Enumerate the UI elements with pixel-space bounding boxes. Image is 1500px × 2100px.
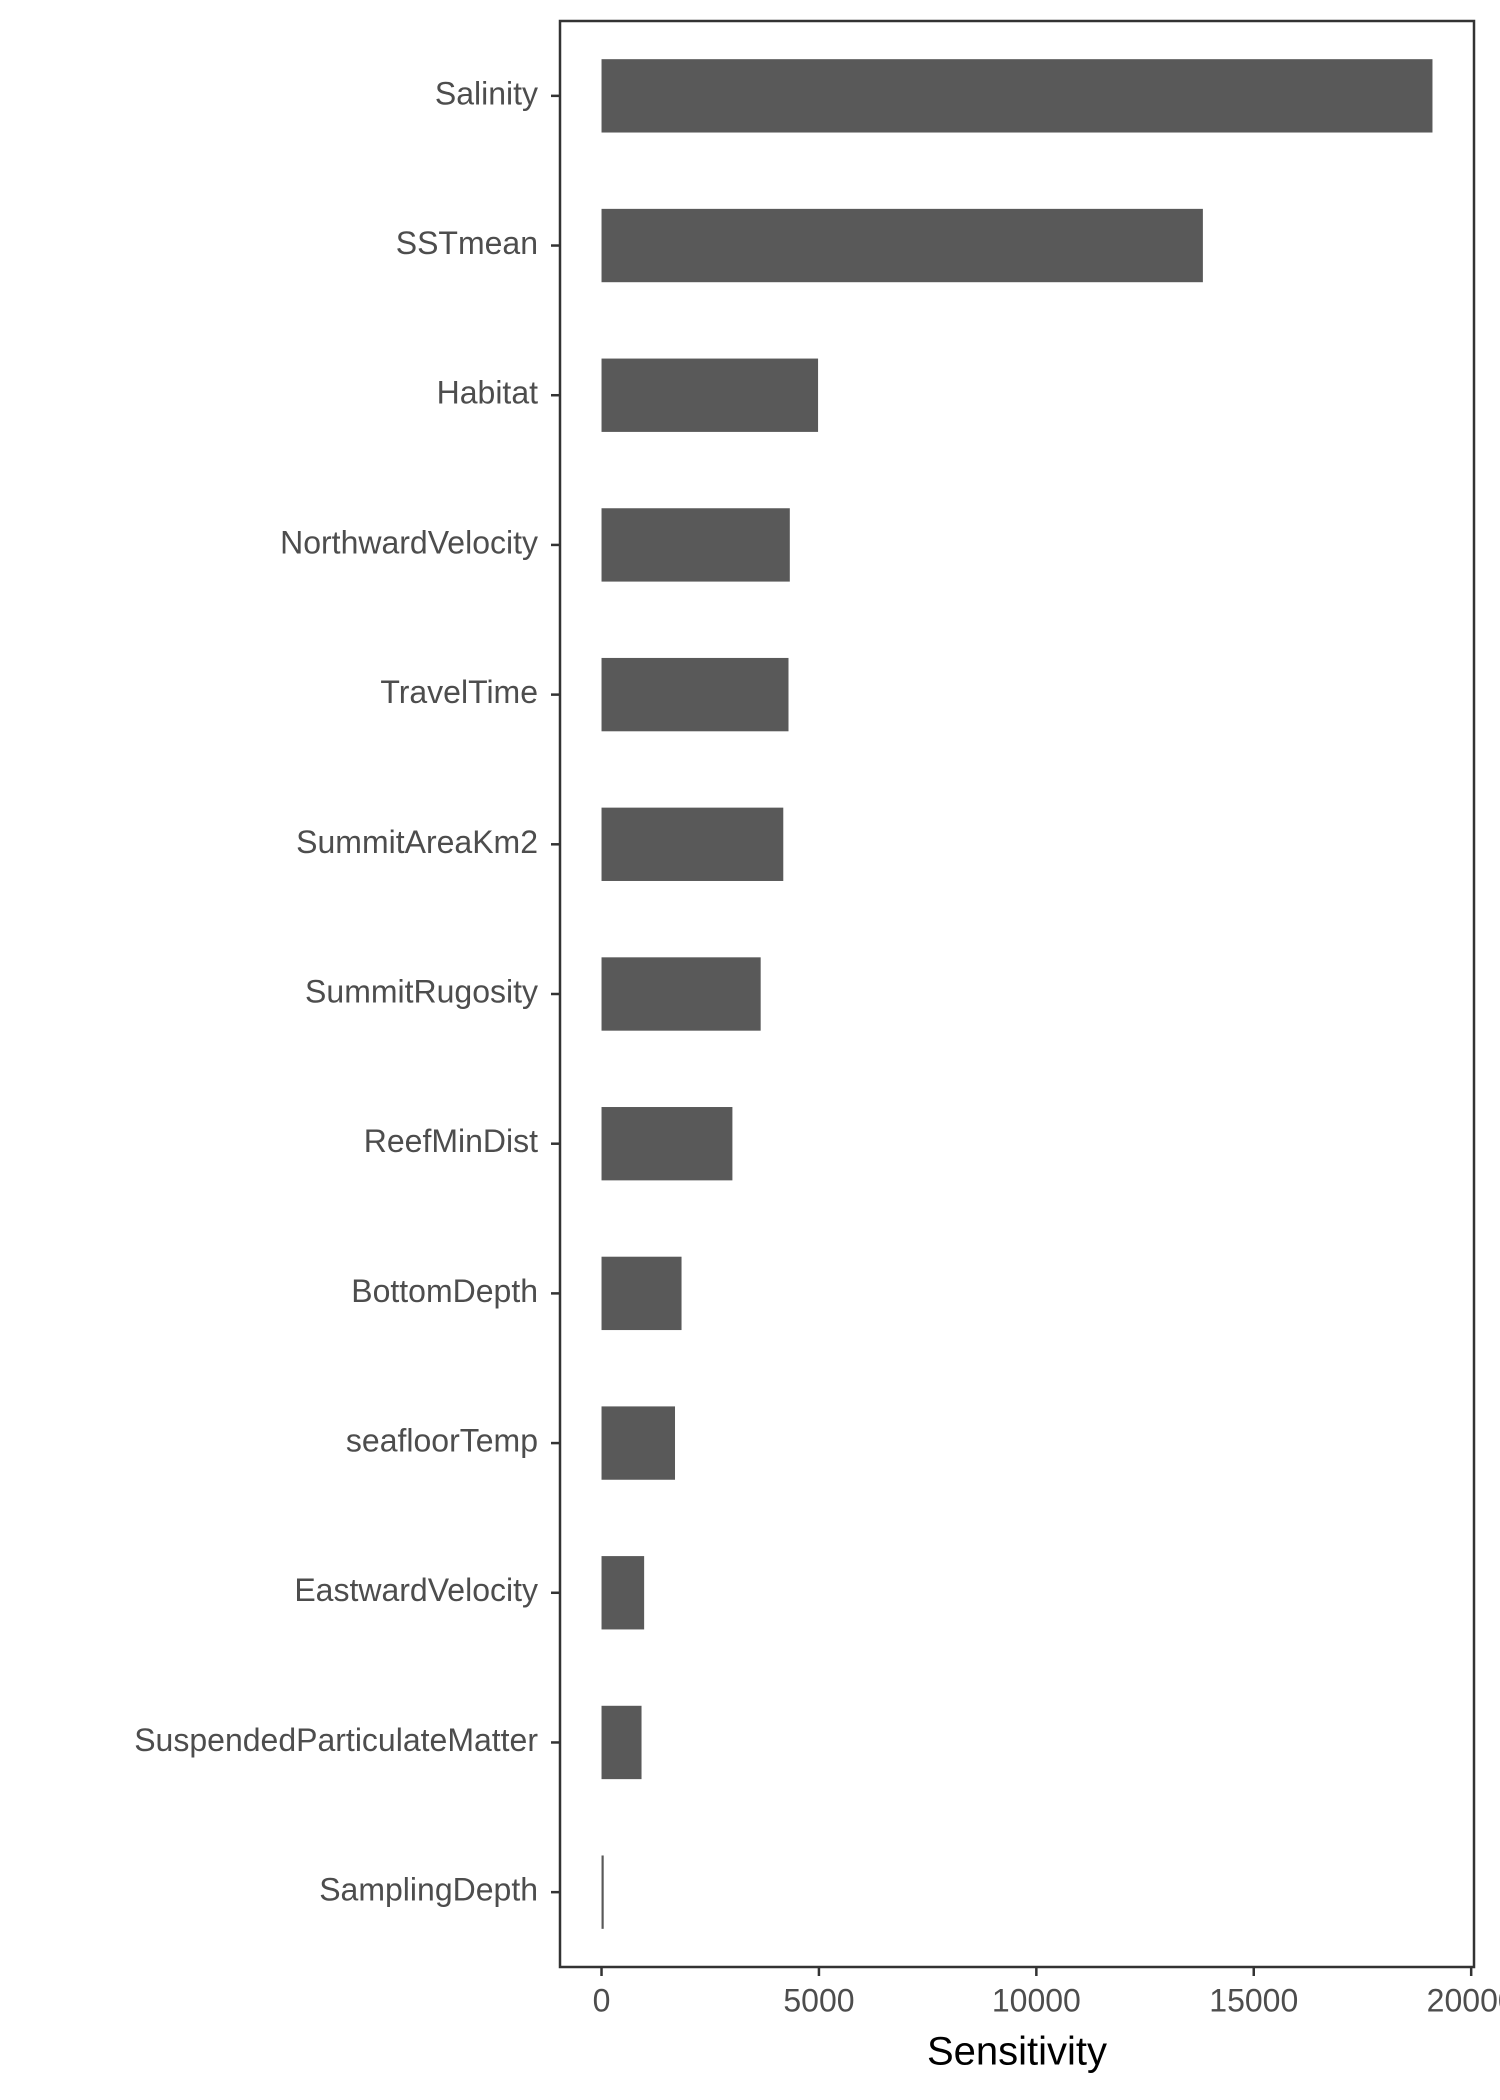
y-tick-label: SuspendedParticulateMatter — [134, 1722, 538, 1758]
bar — [601, 358, 819, 432]
bar — [601, 508, 790, 582]
y-tick-label: SummitRugosity — [305, 973, 538, 1009]
x-tick-label: 10000 — [992, 1982, 1081, 2018]
y-tick-label: SSTmean — [396, 225, 538, 261]
y-tick-label: ReefMinDist — [364, 1123, 538, 1159]
bar — [601, 1406, 676, 1480]
bar — [601, 1705, 642, 1780]
bar — [601, 957, 761, 1031]
y-tick-label: Salinity — [435, 75, 538, 111]
x-tick-label: 0 — [593, 1982, 611, 2018]
bar — [601, 208, 1203, 283]
y-tick-label: Habitat — [437, 375, 539, 411]
bar — [601, 657, 789, 732]
bar — [601, 807, 784, 881]
bar — [601, 1855, 604, 1929]
x-tick-label: 5000 — [783, 1982, 854, 2018]
y-tick-label: EastwardVelocity — [294, 1572, 538, 1608]
y-tick-label: seafloorTemp — [346, 1423, 538, 1459]
bar — [601, 59, 1433, 133]
bar — [601, 1556, 645, 1630]
y-tick-label: NorthwardVelocity — [280, 524, 538, 560]
y-tick-label: SummitAreaKm2 — [296, 824, 538, 860]
x-tick-label: 15000 — [1209, 1982, 1298, 2018]
x-axis-title: Sensitivity — [927, 2030, 1107, 2074]
y-tick-label: SamplingDepth — [319, 1872, 538, 1908]
bar — [601, 1256, 682, 1331]
bar — [601, 1107, 733, 1181]
y-tick-label: TravelTime — [380, 674, 538, 710]
x-tick-label: 20000 — [1427, 1982, 1500, 2018]
y-tick-label: BottomDepth — [351, 1273, 538, 1309]
